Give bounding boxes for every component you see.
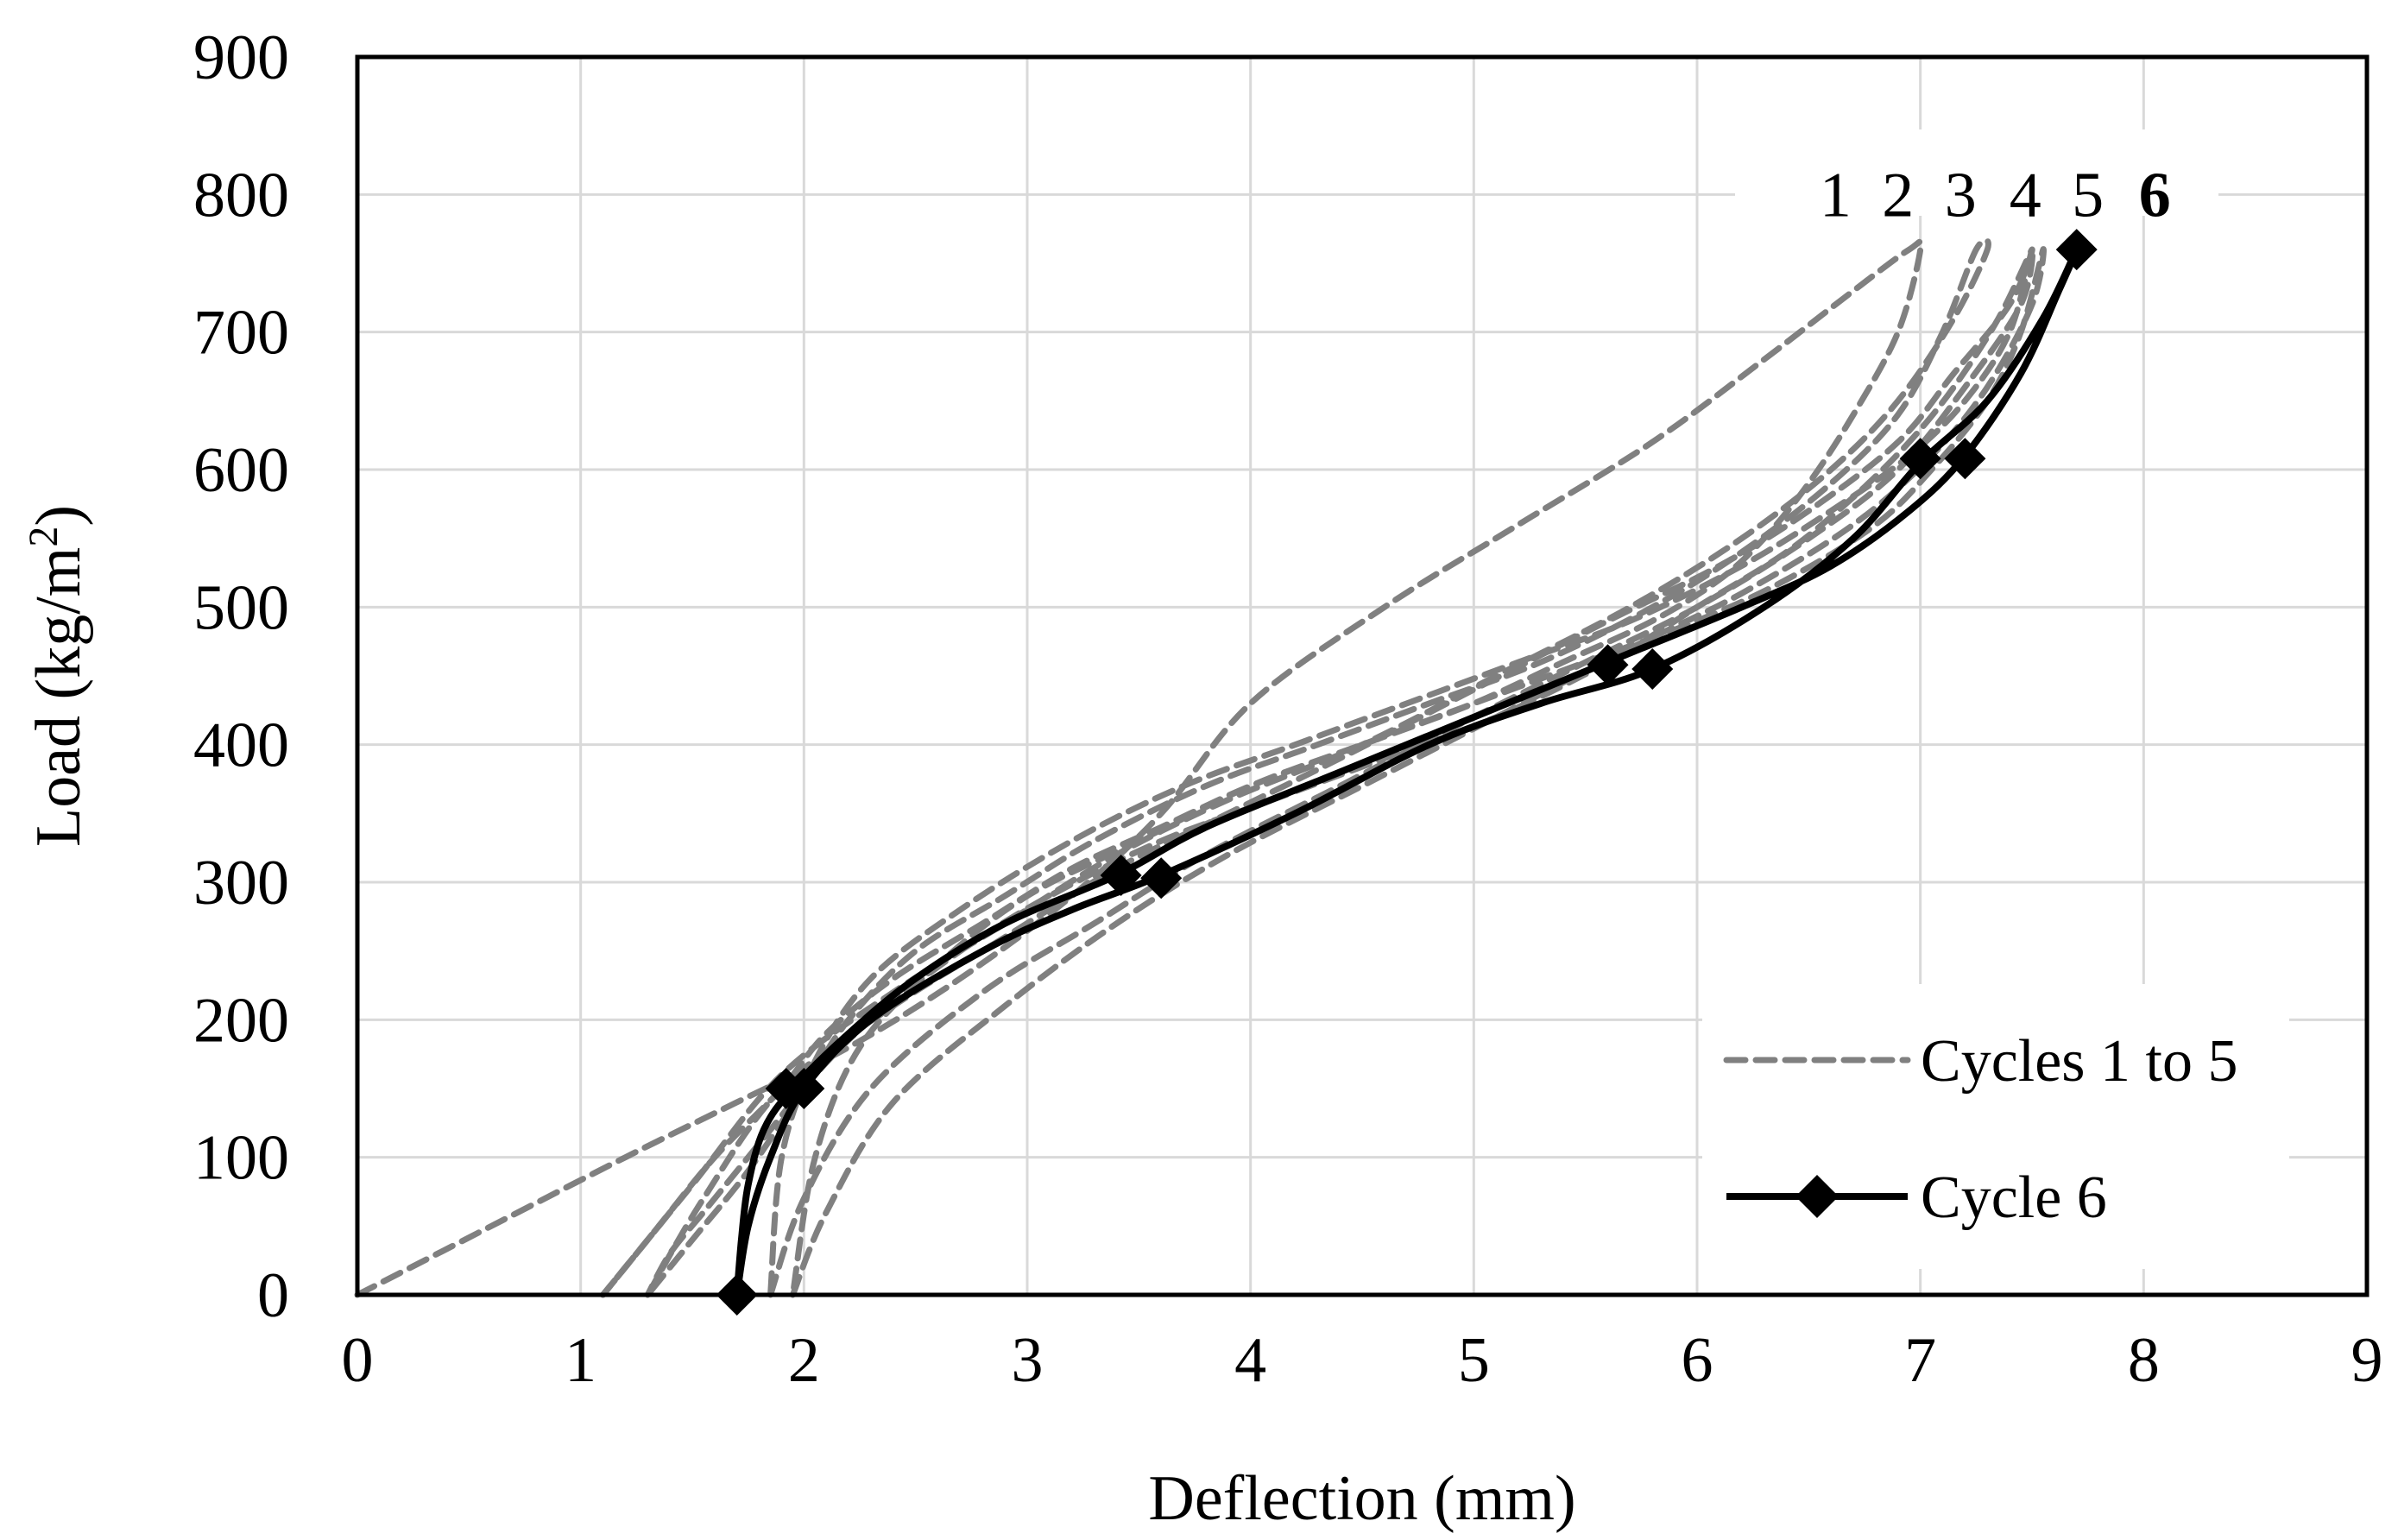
y-axis-title-close: ) [23,505,94,527]
y-axis-title-main: Load (kg/m [23,547,94,847]
cycle-number-label: 5 [2072,160,2104,230]
cycle-number-label: 3 [1945,160,1977,230]
cycle-6-diamond-marker [1140,857,1183,899]
series-layer [354,237,2081,1298]
legend: Cycles 1 to 5 Cycle 6 [1702,984,2289,1269]
legend-label-cycles-1-5: Cycles 1 to 5 [1921,1028,2237,1095]
x-tick-label: 2 [788,1325,820,1396]
y-axis-title-sup: 2 [21,527,66,547]
cycle-6-diamond-marker [1587,644,1629,686]
x-axis-title: Deflection (mm) [1148,1463,1575,1534]
y-tick-label: 400 [193,710,289,781]
legend-label-cycle-6: Cycle 6 [1921,1164,2107,1231]
y-tick-label: 200 [193,985,289,1056]
x-tick-label: 5 [1458,1325,1490,1396]
cycle-6-diamond-marker [783,1068,825,1109]
cycle-number-label: 1 [1820,160,1852,230]
series-line-cycle-6 [733,245,2081,1296]
cycle-6-diamond-marker [1899,438,1941,480]
x-tick-label: 0 [342,1325,374,1396]
y-tick-label: 800 [193,160,289,230]
y-tick-label: 700 [193,298,289,369]
cycle-number-label: 6 [2139,160,2171,230]
legend-background [1702,984,2289,1269]
x-tick-label: 8 [2128,1325,2160,1396]
y-tick-label: 300 [193,848,289,918]
x-tick-label: 9 [2351,1325,2383,1396]
y-tick-label: 500 [193,572,289,643]
annotation-background [1735,129,2218,216]
cycle-6-diamond-marker [2055,229,2098,271]
y-tick-label: 100 [193,1123,289,1194]
series-line-cycle-5 [789,246,2047,1298]
x-tick-label: 6 [1682,1325,1713,1396]
x-tick-label: 1 [565,1325,596,1396]
cycle-number-label: 4 [2010,160,2041,230]
x-tick-label: 3 [1012,1325,1044,1396]
cycle-6-diamond-marker [1631,648,1674,691]
cycle-6-diamond-marker [1944,438,1986,480]
legend-swatch-diamond-marker [1795,1175,1839,1218]
marker-layer [716,229,2098,1316]
cycle-number-label: 2 [1882,160,1914,230]
series-line-cycle-1 [354,238,1924,1298]
y-tick-label: 0 [257,1260,289,1331]
x-tick-label: 7 [1904,1325,1936,1396]
cycle-6-diamond-marker [1100,855,1142,897]
y-tick-label: 600 [193,435,289,506]
y-axis-title: Load (kg/m2) [21,505,94,847]
x-tick-label: 4 [1234,1325,1266,1396]
y-tick-label: 900 [193,22,289,93]
plot-area-border [355,54,2370,1297]
